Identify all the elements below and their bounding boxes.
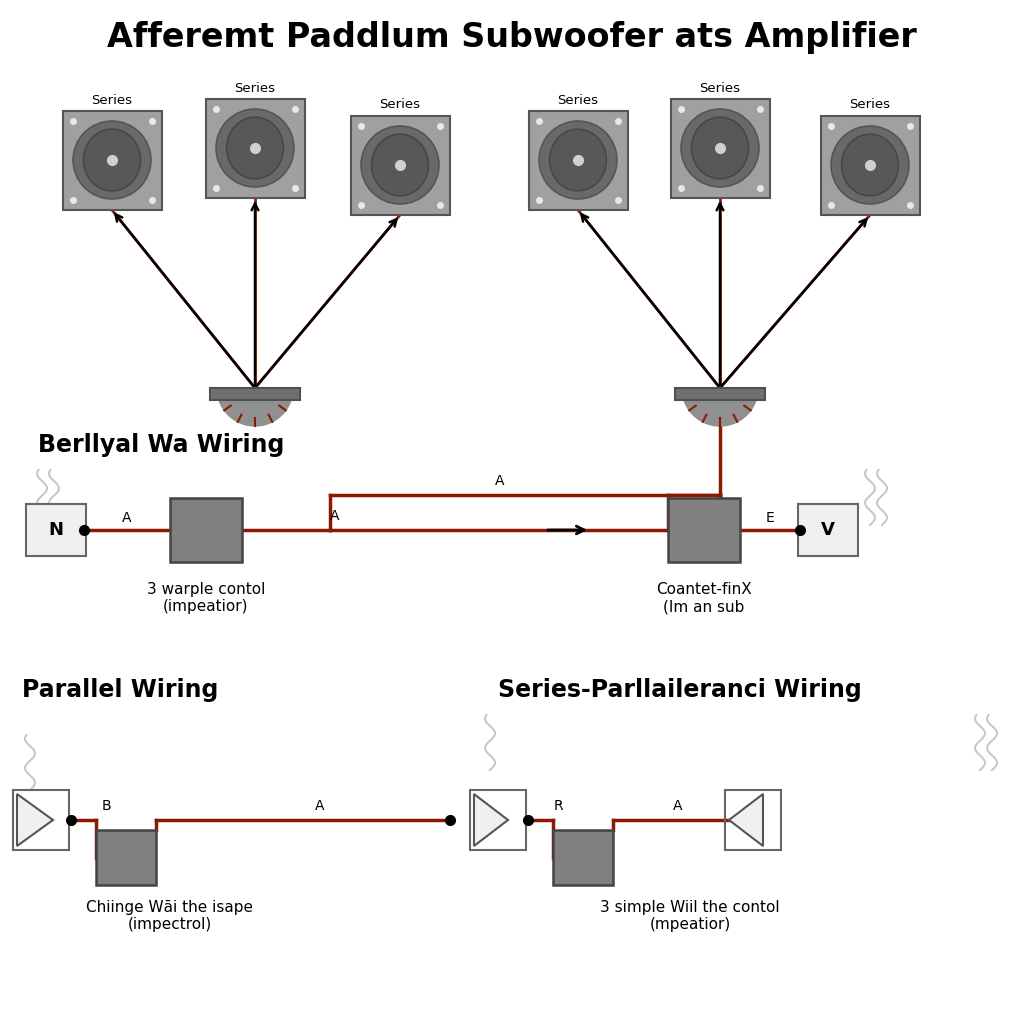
Ellipse shape [84, 129, 140, 190]
Text: 3 warple contol
(impeatior): 3 warple contol (impeatior) [146, 582, 265, 614]
Polygon shape [217, 388, 293, 426]
Text: 3 simple Wiil the contol
(mpeatior): 3 simple Wiil the contol (mpeatior) [600, 900, 780, 933]
Text: Series: Series [234, 82, 275, 94]
FancyBboxPatch shape [206, 98, 304, 198]
Bar [553, 830, 613, 885]
Polygon shape [17, 794, 53, 846]
Text: A: A [315, 799, 325, 813]
FancyBboxPatch shape [62, 111, 162, 210]
Text: V: V [821, 521, 835, 539]
Ellipse shape [691, 117, 749, 179]
Text: Series: Series [699, 82, 740, 94]
Text: Berllyal Wa Wiring: Berllyal Wa Wiring [38, 433, 285, 457]
Polygon shape [729, 794, 763, 846]
Bar [96, 830, 156, 885]
Text: Series: Series [380, 98, 421, 112]
Text: Series: Series [850, 98, 891, 112]
Ellipse shape [216, 109, 294, 187]
Bar [210, 388, 300, 400]
Ellipse shape [539, 121, 616, 199]
Ellipse shape [226, 117, 284, 179]
Bar [725, 790, 781, 850]
Text: Parallel Wiring: Parallel Wiring [22, 678, 218, 702]
Ellipse shape [361, 126, 439, 204]
Text: Series: Series [557, 93, 598, 106]
FancyBboxPatch shape [820, 116, 920, 214]
Ellipse shape [831, 126, 909, 204]
FancyBboxPatch shape [26, 504, 86, 556]
Ellipse shape [73, 121, 151, 199]
FancyBboxPatch shape [798, 504, 858, 556]
Text: Afferemt Paddlum Subwoofer ats Amplifier: Afferemt Paddlum Subwoofer ats Amplifier [108, 22, 916, 54]
Bar [675, 388, 765, 400]
Ellipse shape [550, 129, 606, 190]
Bar [668, 498, 740, 562]
Text: A: A [330, 509, 340, 523]
Text: B: B [101, 799, 111, 813]
Text: Series-Parllaileranci Wiring: Series-Parllaileranci Wiring [498, 678, 862, 702]
Bar [470, 790, 526, 850]
Text: Coantet-finX
(Im an sub: Coantet-finX (Im an sub [656, 582, 752, 614]
Text: A: A [496, 474, 505, 488]
Text: N: N [48, 521, 63, 539]
Bar [13, 790, 69, 850]
Ellipse shape [372, 134, 428, 196]
FancyBboxPatch shape [671, 98, 769, 198]
Text: A: A [673, 799, 683, 813]
Text: A: A [122, 511, 132, 525]
Bar [170, 498, 242, 562]
Ellipse shape [681, 109, 759, 187]
Text: R: R [553, 799, 563, 813]
Ellipse shape [842, 134, 898, 196]
Polygon shape [682, 388, 758, 426]
Text: Chiinge Wāi the isape
(impectrol): Chiinge Wāi the isape (impectrol) [86, 900, 254, 933]
FancyBboxPatch shape [350, 116, 450, 214]
Polygon shape [474, 794, 508, 846]
Text: E: E [766, 511, 774, 525]
Text: Series: Series [91, 93, 132, 106]
FancyBboxPatch shape [528, 111, 628, 210]
